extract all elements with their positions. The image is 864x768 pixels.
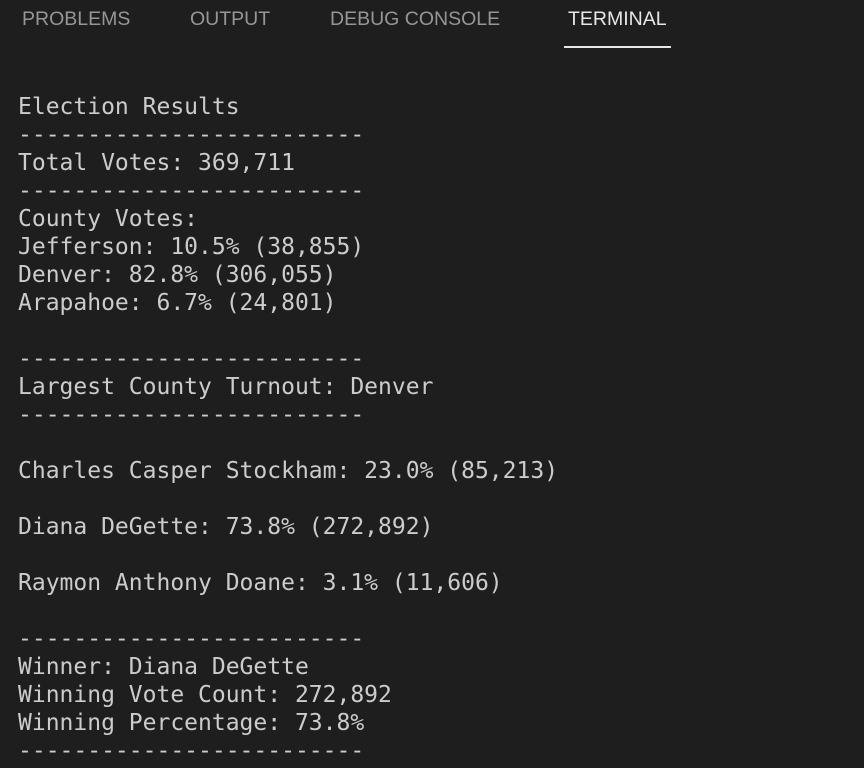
output-block: Election Results ------------------------…: [18, 93, 558, 317]
tab[interactable]: OUTPUT: [190, 6, 270, 48]
output-line: -------------------------: [18, 346, 365, 372]
tab-label: OUTPUT: [190, 8, 271, 30]
output-line: Election Results: [18, 94, 240, 120]
output-block: ------------------------- Largest County …: [18, 345, 558, 429]
output-line: Jefferson: 10.5% (38,855): [18, 234, 365, 260]
output-block: Charles Casper Stockham: 23.0% (85,213): [18, 457, 558, 485]
output-line: Winning Vote Count: 272,892: [18, 682, 392, 708]
output-line: Denver: 82.8% (306,055): [18, 262, 337, 288]
tab[interactable]: DEBUG CONSOLE: [330, 6, 500, 48]
output-line: -------------------------: [18, 402, 365, 428]
output-line: -------------------------: [18, 122, 365, 148]
terminal-output: Election Results ------------------------…: [18, 93, 558, 765]
output-line: -------------------------: [18, 738, 365, 764]
tab[interactable]: PROBLEMS: [22, 6, 130, 48]
tab-label: DEBUG CONSOLE: [330, 8, 501, 30]
tab[interactable]: TERMINAL: [564, 6, 671, 48]
tab-label: TERMINAL: [568, 8, 667, 30]
output-line: Winner: Diana DeGette: [18, 654, 309, 680]
output-line: County Votes:: [18, 206, 199, 232]
output-line: Diana DeGette: 73.8% (272,892): [18, 514, 434, 540]
tab-underline: [564, 46, 671, 48]
output-block: ------------------------- Winner: Diana D…: [18, 625, 558, 765]
output-line: Arapahoe: 6.7% (24,801): [18, 290, 337, 316]
output-line: Largest County Turnout: Denver: [18, 374, 434, 400]
output-line: Raymon Anthony Doane: 3.1% (11,606): [18, 570, 503, 596]
output-line: Total Votes: 369,711: [18, 150, 295, 176]
tab-label: PROBLEMS: [22, 8, 131, 30]
output-line: -------------------------: [18, 626, 365, 652]
output-line: Winning Percentage: 73.8%: [18, 710, 365, 736]
output-block: Raymon Anthony Doane: 3.1% (11,606): [18, 569, 558, 597]
output-line: -------------------------: [18, 178, 365, 204]
output-block: Diana DeGette: 73.8% (272,892): [18, 513, 558, 541]
output-line: Charles Casper Stockham: 23.0% (85,213): [18, 458, 559, 484]
